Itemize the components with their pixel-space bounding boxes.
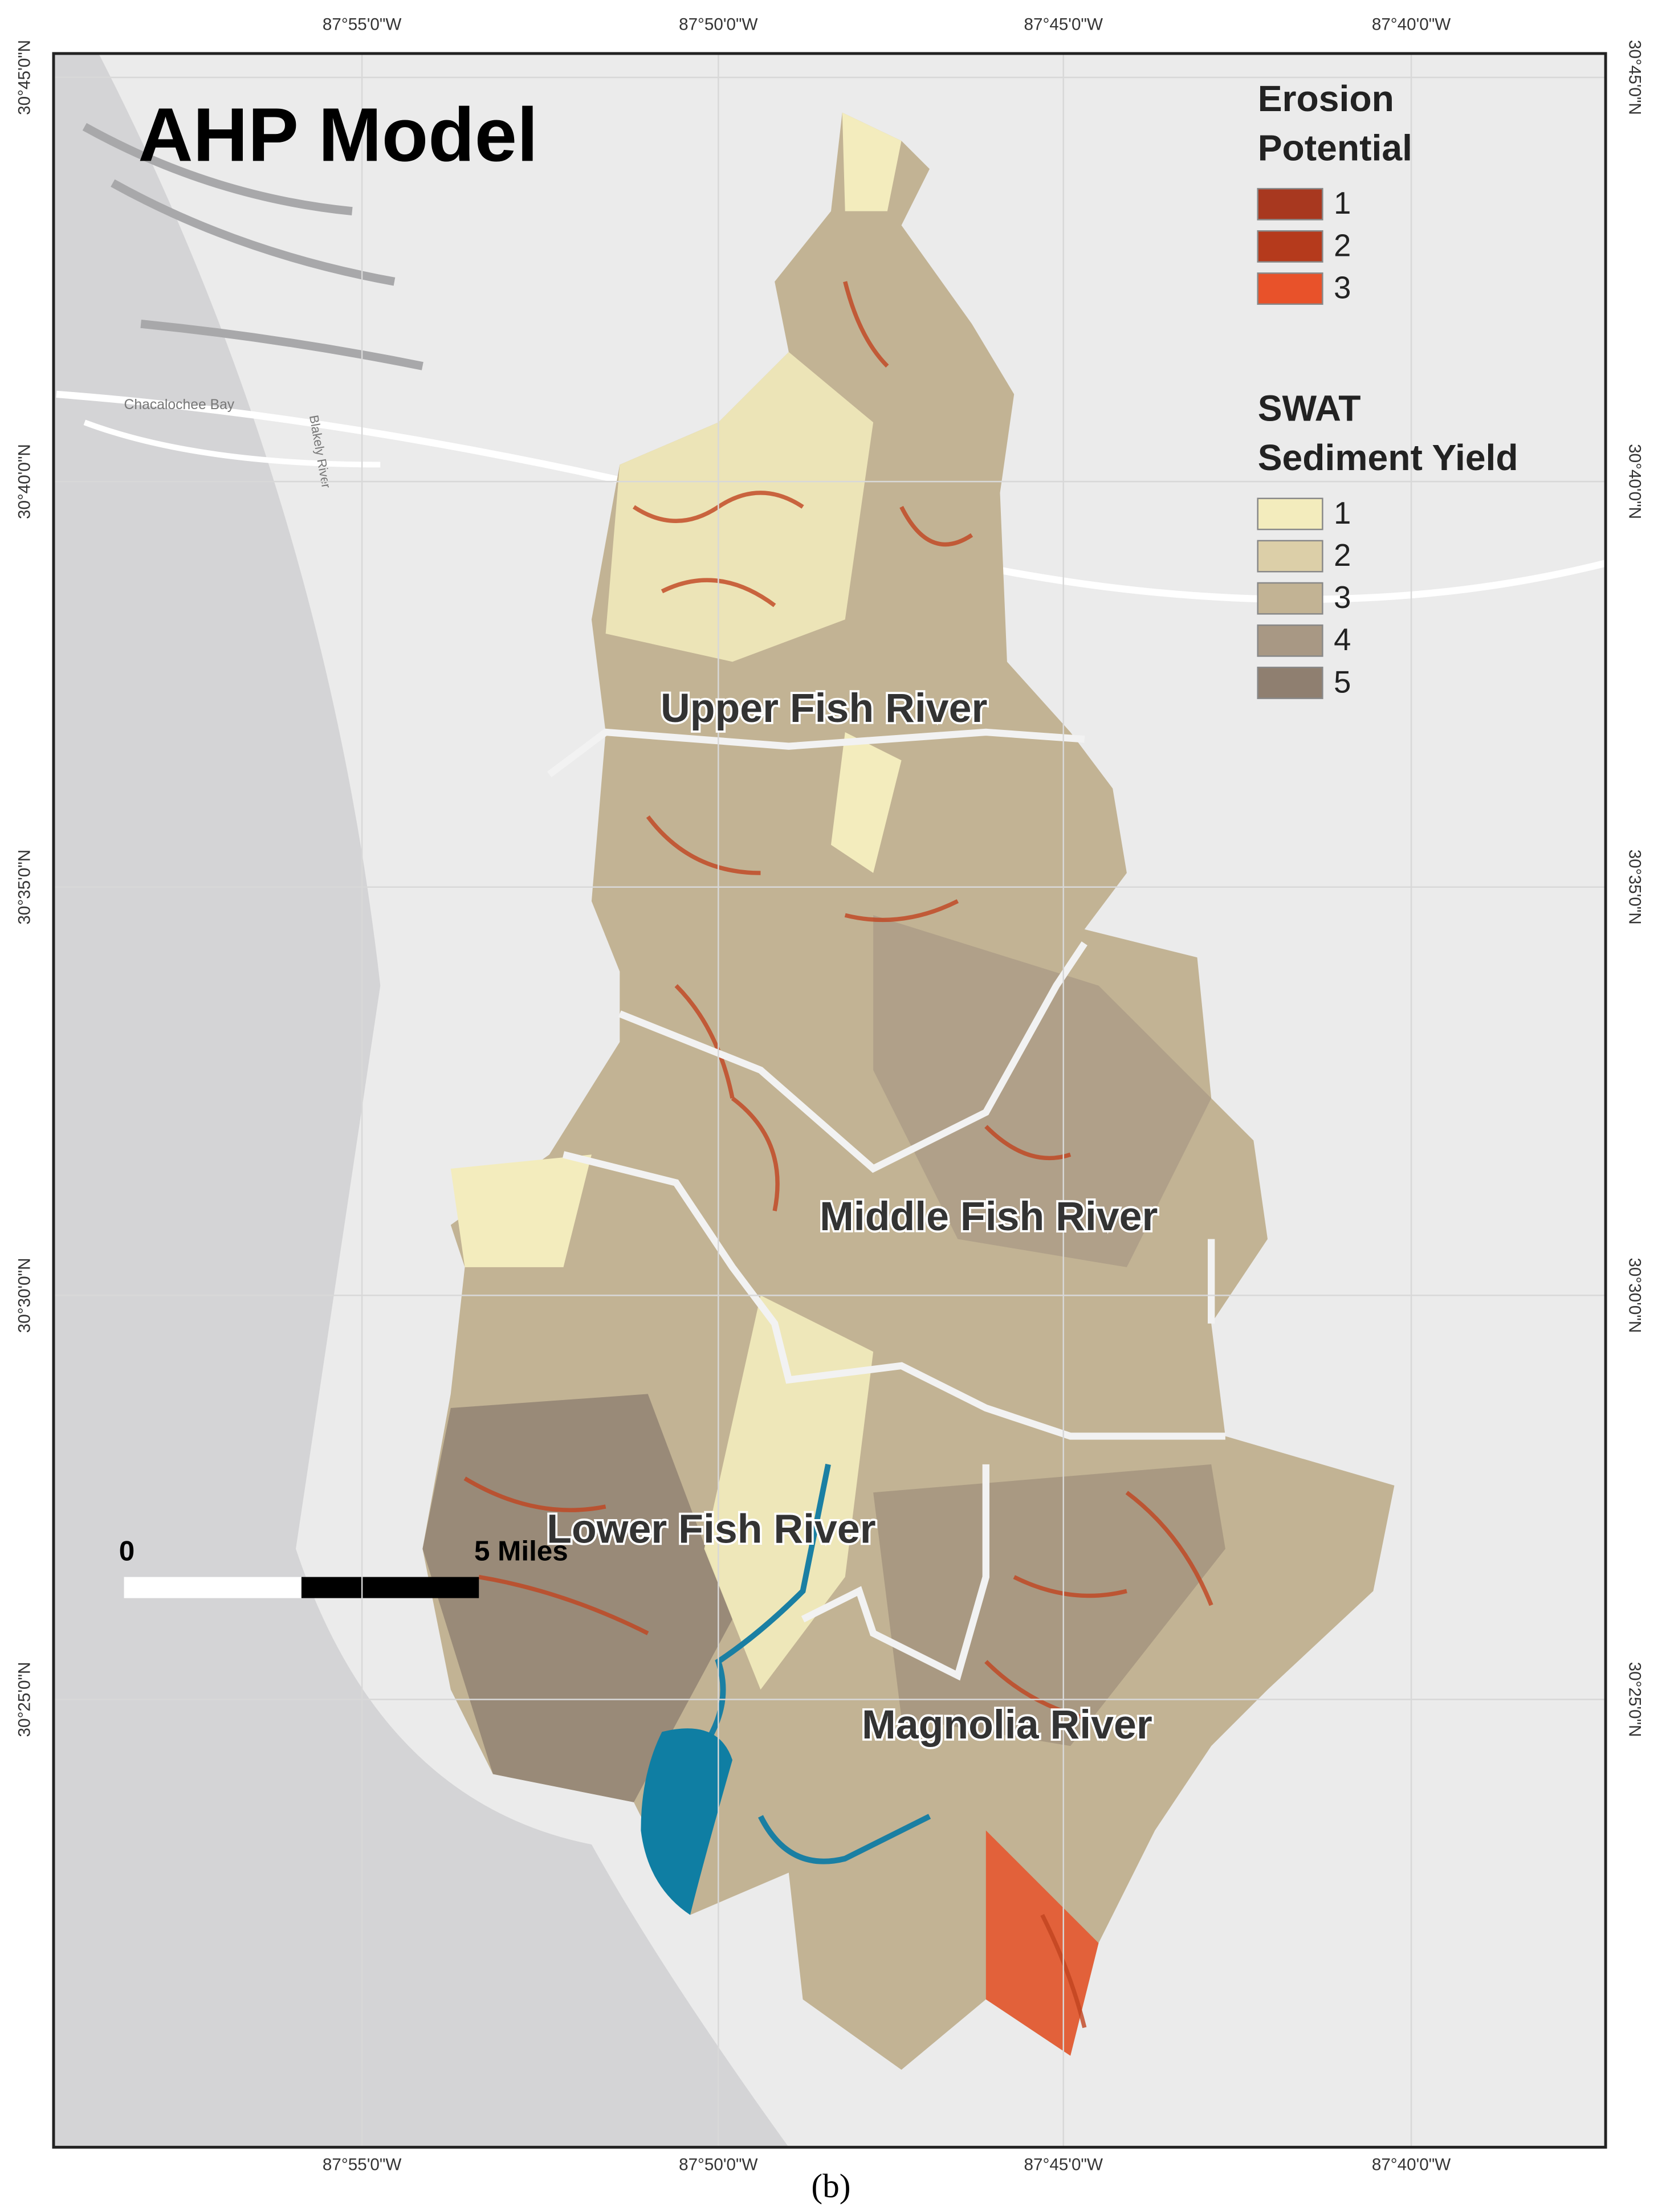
lon-label-top: 87°55'0"W (323, 15, 401, 34)
lat-label-right: 30°45'0"N (1626, 40, 1644, 115)
delta (82, 123, 423, 370)
lat-label-left: 30°45'0"N (15, 40, 34, 115)
legend-label: 3 (1334, 580, 1351, 615)
legend-swatch (1257, 624, 1323, 657)
lat-label-left: 30°40'0"N (15, 444, 34, 519)
legend-label: 1 (1334, 496, 1351, 530)
lon-label-bottom: 87°45'0"W (1024, 2155, 1103, 2174)
legend-swatch (1257, 540, 1323, 573)
lon-label-bottom: 87°50'0"W (679, 2155, 757, 2174)
lon-label-bottom: 87°40'0"W (1372, 2155, 1451, 2174)
legend-label: 4 (1334, 622, 1351, 657)
legend-swatch (1257, 272, 1323, 305)
lat-label-right: 30°25'0"N (1626, 1662, 1644, 1737)
legend-label: 3 (1334, 270, 1351, 305)
zone (831, 732, 902, 874)
lat-label-left: 30°35'0"N (15, 850, 34, 925)
road (83, 419, 381, 468)
legend-label: 2 (1334, 228, 1351, 263)
scale-bar-black (301, 1577, 479, 1598)
zone (450, 1154, 592, 1267)
zone (985, 1830, 1099, 2056)
zone (704, 1295, 874, 1690)
scale-bar-white (124, 1577, 302, 1598)
scale-start: 0 (119, 1536, 135, 1567)
place-label: Chacalochee Bay (124, 397, 235, 413)
lat-label-left: 30°30'0"N (15, 1258, 34, 1333)
zone (605, 352, 874, 662)
legend-title: Sediment Yield (1258, 437, 1518, 478)
lon-label-top: 87°50'0"W (679, 15, 757, 34)
legend-title: SWAT (1258, 388, 1361, 429)
weeks-bay (641, 1728, 733, 1915)
lon-label-bottom: 87°55'0"W (323, 2155, 401, 2174)
map-title: AHP Model (138, 92, 538, 177)
region-label: Lower Fish River (547, 1506, 875, 1552)
lon-label-top: 87°40'0"W (1372, 15, 1451, 34)
zone (873, 915, 1212, 1267)
lat-label-right: 30°40'0"N (1626, 444, 1644, 519)
legend-label: 2 (1334, 538, 1351, 573)
caption: (b) (811, 2167, 850, 2205)
map-frame (52, 52, 1607, 2149)
region-label: Middle Fish River (820, 1194, 1158, 1239)
region-label: Upper Fish River (661, 685, 987, 731)
legend-label: 1 (1334, 186, 1351, 221)
legend-label: 5 (1334, 664, 1351, 699)
legend-swatch (1257, 582, 1323, 615)
legend-swatch (1257, 497, 1323, 530)
subwatershed-boundaries (547, 728, 1225, 1681)
legend-title: Potential (1258, 127, 1412, 168)
bay-water (53, 53, 789, 2148)
lat-label-right: 30°35'0"N (1626, 850, 1644, 925)
scale-end: 5 Miles (474, 1536, 568, 1567)
legend-swatch (1257, 230, 1323, 263)
lat-label-left: 30°25'0"N (15, 1662, 34, 1737)
lat-label-right: 30°30'0"N (1626, 1258, 1644, 1333)
lon-label-top: 87°45'0"W (1024, 15, 1103, 34)
legend-swatch (1257, 667, 1323, 699)
region-label: Magnolia River (862, 1702, 1152, 1748)
legend-title: Erosion (1258, 78, 1394, 119)
legend-swatch (1257, 187, 1323, 221)
zone (842, 112, 902, 211)
